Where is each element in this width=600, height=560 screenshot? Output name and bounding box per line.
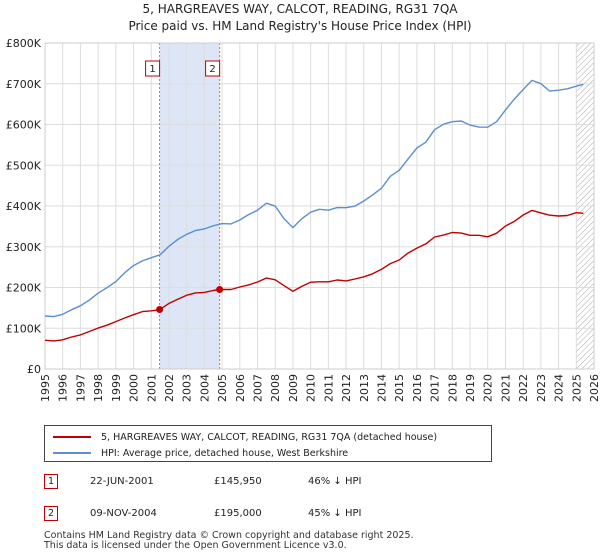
chart-title-line-1: 5, HARGREAVES WAY, CALCOT, READING, RG31…	[142, 2, 458, 16]
property-price-line	[44, 209, 584, 342]
sale-row-2: 2 09-NOV-2004 £195,000 45% ↓ HPI	[44, 506, 584, 524]
x-tick-label: 1997	[74, 374, 87, 402]
legend-item-hpi: HPI: Average price, detached house, West…	[53, 445, 348, 461]
x-tick-label: 2011	[322, 374, 335, 402]
x-tick-label: 2014	[375, 374, 388, 402]
x-tick-label: 2025	[570, 374, 583, 402]
x-tick-label: 2007	[252, 374, 265, 402]
footer-attribution: Contains HM Land Registry data © Crown c…	[44, 531, 414, 551]
legend-label-hpi: HPI: Average price, detached house, West…	[101, 447, 349, 459]
x-tick-label: 2013	[358, 374, 371, 402]
x-tick-label: 2005	[216, 374, 229, 402]
x-tick-label: 1996	[57, 374, 70, 402]
x-tick-label: 2019	[464, 374, 477, 402]
plot-border	[44, 42, 595, 370]
sale-price: £195,000	[214, 508, 262, 519]
legend: 5, HARGREAVES WAY, CALCOT, READING, RG31…	[44, 425, 492, 462]
sale-marker-badge: 1	[44, 474, 58, 489]
sale-label-box	[145, 60, 161, 77]
x-tick-label: 2018	[446, 374, 459, 402]
y-tick-label: £400K	[6, 200, 42, 213]
y-tick-label: £700K	[6, 78, 42, 91]
x-tick-label: 2002	[163, 374, 176, 402]
sale-date: 09-NOV-2004	[90, 508, 157, 519]
y-tick-label: £600K	[6, 119, 42, 132]
x-tick-label: 2003	[181, 374, 194, 402]
x-tick-label: 2012	[340, 374, 353, 402]
x-tick-label: 2022	[517, 374, 530, 402]
y-tick-label: £800K	[6, 37, 42, 50]
x-tick-label: 2016	[411, 374, 424, 402]
x-tick-label: 2024	[553, 374, 566, 402]
x-tick-label: 2008	[269, 374, 282, 402]
y-tick-label: £300K	[6, 241, 42, 254]
x-tick-label: 2009	[287, 374, 300, 402]
x-tick-label: 2021	[499, 374, 512, 402]
sale-label-number: 1	[149, 64, 155, 75]
chart-title-line-2: Price paid vs. HM Land Registry's House …	[128, 19, 472, 33]
footer-line-1: Contains HM Land Registry data © Crown c…	[44, 530, 414, 541]
sale-row-1: 1 22-JUN-2001 £145,950 46% ↓ HPI	[44, 474, 584, 492]
legend-swatch-hpi	[53, 452, 91, 454]
y-tick-label: £0	[27, 363, 41, 376]
legend-label-property: 5, HARGREAVES WAY, CALCOT, READING, RG31…	[101, 431, 438, 443]
sale-hpi-delta: 45% ↓ HPI	[308, 508, 362, 519]
footer-line-2: This data is licensed under the Open Gov…	[44, 540, 347, 551]
y-tick-label: £500K	[6, 159, 42, 172]
x-tick-label: 1998	[92, 374, 105, 402]
x-tick-label: 2023	[535, 374, 548, 402]
sale-point	[216, 286, 224, 294]
x-tick-label: 2020	[482, 374, 495, 402]
sale-date: 22-JUN-2001	[90, 476, 154, 487]
y-tick-label: £200K	[6, 282, 42, 295]
x-tick-label: 2004	[198, 374, 211, 402]
legend-item-property: 5, HARGREAVES WAY, CALCOT, READING, RG31…	[53, 429, 437, 445]
y-tick-label: £100K	[6, 322, 42, 335]
sale-hpi-delta: 46% ↓ HPI	[308, 476, 362, 487]
x-tick-label: 2026	[588, 374, 600, 402]
x-tick-label: 2010	[305, 374, 318, 402]
sale-label-number: 2	[209, 64, 215, 75]
x-tick-label: 1995	[39, 374, 52, 402]
hpi-line	[44, 79, 584, 318]
sale-marker-badge: 2	[44, 506, 58, 521]
legend-swatch-property	[53, 436, 91, 438]
x-tick-label: 2015	[393, 374, 406, 402]
x-tick-label: 2017	[429, 374, 442, 402]
x-tick-label: 2001	[145, 374, 158, 402]
x-tick-label: 2006	[234, 374, 247, 402]
x-tick-label: 2000	[128, 374, 141, 402]
sale-label-box	[205, 60, 221, 77]
x-tick-label: 1999	[110, 374, 123, 402]
price-chart: £0 £100K £200K £300K £400K £500K £600K £700K £80…	[6, 37, 600, 402]
sale-point	[156, 306, 164, 314]
sale-price: £145,950	[214, 476, 262, 487]
